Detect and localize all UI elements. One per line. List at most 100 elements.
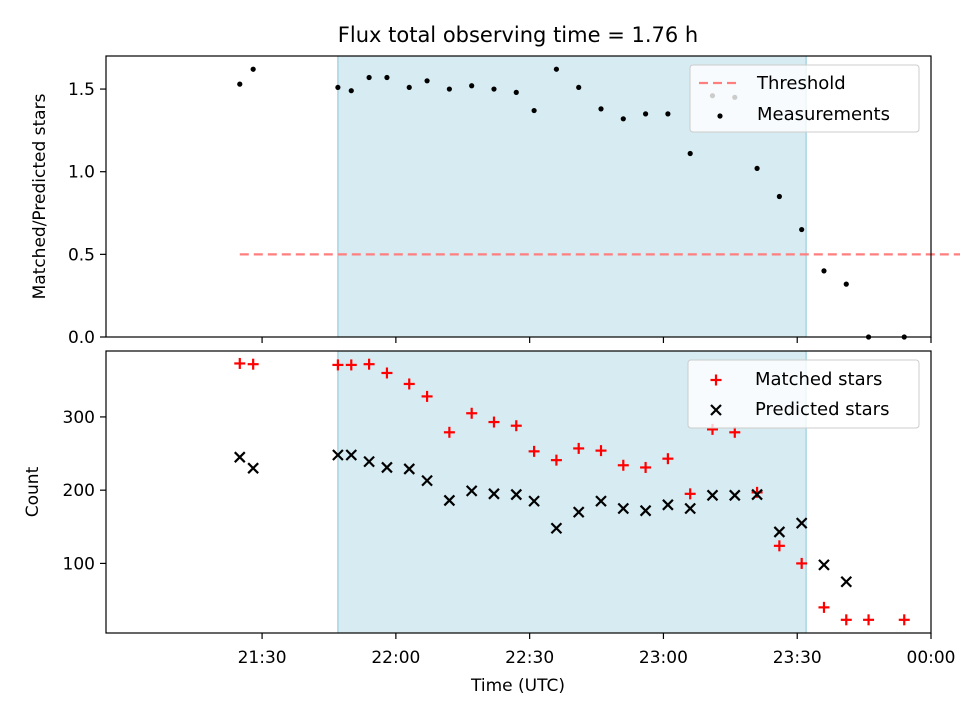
count-legend: Matched stars Predicted stars: [687, 359, 920, 429]
predicted-star-point: [403, 463, 416, 475]
legend-plus-marker: [710, 374, 722, 386]
predicted-star-point: [381, 461, 393, 474]
x-stroke: [710, 404, 722, 416]
ratio-y-axis: 0.0 0.5 1.0 1.5: [68, 80, 106, 348]
matched-star-point: [421, 390, 433, 402]
measurement-point: [348, 88, 354, 94]
matched-star-point: [345, 359, 357, 371]
predicted-star-point: [363, 455, 375, 468]
predicted-star-point: [528, 495, 540, 507]
x-stroke: [572, 506, 585, 518]
matched-star-point: [898, 614, 910, 626]
star-count-points: [234, 357, 910, 626]
x-tick-label: 22:00: [371, 648, 420, 668]
matched-star-point: [363, 358, 375, 370]
predicted-star-point: [684, 502, 696, 515]
legend-measurements-swatch: [717, 113, 723, 119]
measurement-point: [821, 268, 827, 274]
predicted-star-point: [617, 502, 630, 515]
measurement-point: [799, 226, 805, 233]
count-x-axis: 21:30 22:00 22:30 23:00 23:30 00:00: [238, 633, 956, 668]
matched-star-point: [510, 420, 522, 432]
predicted-star-point: [443, 494, 456, 507]
count-legend-frame: [687, 359, 920, 429]
matched-star-point: [640, 461, 652, 473]
matched-star-point: [381, 367, 393, 379]
predicted-star-point: [345, 449, 358, 461]
ratio-y-tick-label: 1.5: [68, 80, 95, 100]
predicted-star-point: [421, 474, 433, 487]
measurement-point: [642, 111, 649, 117]
x-stroke: [818, 559, 830, 571]
predicted-star-point: [751, 488, 763, 501]
x-stroke: [234, 451, 246, 463]
predicted-star-point: [572, 506, 585, 518]
predicted-star-point: [795, 517, 808, 529]
x-stroke: [381, 461, 393, 474]
legend-predicted-label: Predicted stars: [755, 399, 889, 420]
x-stroke: [840, 575, 853, 588]
measurement-point: [531, 107, 537, 114]
measurement-point: [250, 66, 256, 72]
x-stroke: [510, 488, 523, 501]
x-stroke: [550, 522, 563, 535]
legend-threshold-label: Threshold: [756, 73, 846, 94]
measurement-point: [469, 83, 475, 89]
matched-star-point: [488, 416, 500, 428]
legend-matched-swatch: [710, 374, 722, 386]
predicted-star-point: [595, 495, 607, 507]
measurement-point: [237, 81, 243, 87]
x-stroke: [443, 494, 456, 507]
ratio-plot-area: [105, 55, 932, 338]
predicted-star-point: [639, 504, 652, 517]
x-stroke: [595, 495, 607, 507]
matched-star-point: [662, 453, 674, 465]
predicted-star-point: [488, 488, 500, 500]
x-axis-label: Time (UTC): [470, 676, 565, 696]
matched-star-point: [234, 357, 246, 369]
count-y-tick-label: 200: [63, 481, 95, 501]
predicted-star-point: [234, 451, 246, 463]
x-stroke: [421, 474, 433, 487]
measurement-point: [491, 86, 497, 92]
matched-star-point: [550, 454, 562, 466]
count-y-axis: 100 200 300: [63, 408, 106, 574]
x-tick-label: 00:00: [907, 648, 956, 668]
predicted-star-point: [729, 489, 741, 502]
measurement-point: [598, 106, 604, 112]
ratio-legend-frame: [689, 64, 920, 133]
x-tick-label: 22:30: [505, 648, 554, 668]
measurement-point: [366, 74, 372, 81]
x-stroke: [403, 463, 416, 475]
measurement-point: [620, 116, 626, 122]
count-y-tick-label: 100: [63, 554, 95, 574]
measurement-point: [665, 111, 671, 117]
x-stroke: [465, 485, 478, 497]
matched-star-point: [528, 445, 540, 457]
x-stroke: [773, 526, 786, 538]
legend-measurements-label: Measurements: [757, 104, 890, 125]
predicted-star-point: [332, 449, 344, 461]
ratio-x-ticks: [261, 337, 932, 343]
matched-star-point: [332, 359, 344, 371]
x-stroke: [345, 449, 358, 461]
count-y-tick-label: 300: [63, 408, 95, 428]
matched-star-point: [617, 459, 629, 471]
measurement-point: [424, 78, 430, 84]
predicted-star-point: [662, 499, 674, 511]
x-stroke: [247, 462, 259, 474]
x-tick-label: 23:30: [773, 648, 822, 668]
x-stroke: [363, 455, 375, 468]
matched-star-point: [247, 358, 259, 370]
x-stroke: [528, 495, 540, 507]
legend-matched-label: Matched stars: [755, 369, 882, 390]
x-stroke: [488, 488, 500, 500]
measurement-point: [754, 165, 760, 171]
chart-title: Flux total observing time = 1.76 h: [338, 23, 698, 47]
predicted-star-point: [706, 489, 719, 502]
measurement-point: [384, 74, 390, 81]
ratio-legend: Threshold Measurements: [689, 64, 920, 133]
matched-star-point: [773, 540, 785, 552]
legend-predicted-swatch: [710, 404, 722, 416]
